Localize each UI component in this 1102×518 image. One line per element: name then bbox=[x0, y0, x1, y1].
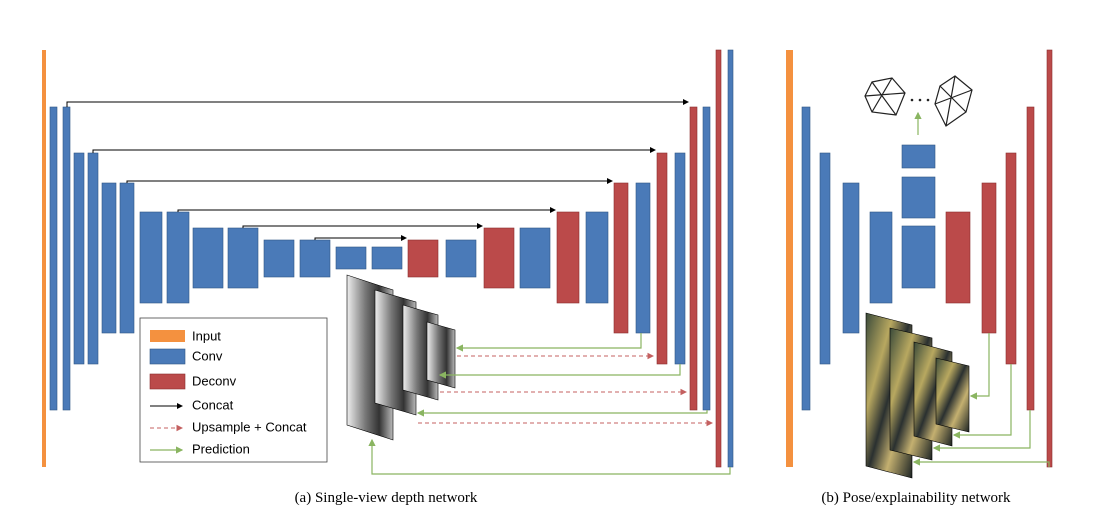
pose-network bbox=[786, 49, 1053, 479]
encoder bbox=[49, 106, 403, 411]
shape bbox=[66, 99, 689, 107]
legend-label: Upsample + Concat bbox=[192, 419, 307, 434]
layer-block bbox=[585, 211, 609, 304]
legend: Input Conv Deconv Concat Upsample + Conc… bbox=[139, 317, 328, 463]
layer-block bbox=[371, 246, 403, 270]
layer-block bbox=[981, 182, 997, 334]
layer-block bbox=[945, 211, 971, 304]
shape bbox=[314, 235, 407, 241]
shape bbox=[242, 223, 483, 229]
layer-block bbox=[901, 176, 936, 219]
layer-block bbox=[166, 211, 190, 304]
layer-block bbox=[227, 227, 259, 289]
shape bbox=[969, 333, 990, 400]
layer-block bbox=[901, 225, 936, 289]
layer-block bbox=[613, 182, 629, 334]
layer-block bbox=[556, 211, 580, 304]
layer-block bbox=[62, 106, 71, 411]
input-bar bbox=[42, 50, 46, 467]
layer-block bbox=[407, 239, 439, 278]
layer-block bbox=[702, 106, 711, 411]
shape bbox=[92, 147, 656, 153]
layer-block bbox=[1005, 152, 1017, 365]
shape bbox=[426, 321, 456, 389]
legend-label: Conv bbox=[192, 348, 223, 363]
depth-maps bbox=[346, 274, 456, 441]
layer-block bbox=[519, 227, 551, 289]
layer-block bbox=[73, 152, 85, 365]
shape bbox=[918, 98, 922, 102]
layer-block bbox=[635, 182, 651, 334]
input-bar bbox=[786, 50, 793, 467]
shape bbox=[952, 364, 1012, 439]
layer-block bbox=[1046, 49, 1053, 468]
depth-network: Input Conv Deconv Concat Upsample + Conc… bbox=[42, 49, 734, 475]
shape bbox=[935, 357, 970, 433]
layer-block bbox=[674, 152, 686, 365]
legend-label: Deconv bbox=[192, 373, 237, 388]
shape bbox=[126, 178, 613, 184]
layer-block bbox=[842, 182, 860, 334]
layer-block bbox=[87, 152, 99, 365]
layer-block bbox=[149, 373, 186, 390]
concat-arrows bbox=[66, 99, 689, 241]
layer-block bbox=[192, 227, 224, 289]
caption: (b) Pose/explainability network bbox=[821, 490, 1011, 506]
layer-block bbox=[715, 49, 722, 468]
explainability-maps bbox=[865, 312, 970, 479]
decoder bbox=[407, 49, 734, 468]
prediction-arrows bbox=[912, 333, 1050, 467]
legend-label: Input bbox=[192, 328, 221, 343]
layer-block bbox=[869, 211, 893, 304]
layer-block bbox=[1026, 106, 1035, 411]
shape bbox=[926, 98, 930, 102]
layer-block bbox=[119, 182, 135, 334]
shape bbox=[912, 458, 1050, 467]
shape bbox=[932, 410, 1031, 452]
shape bbox=[455, 333, 642, 352]
layer-block bbox=[483, 227, 515, 289]
layer-block bbox=[445, 239, 477, 278]
shape bbox=[177, 207, 556, 213]
prediction-arrows bbox=[368, 333, 731, 475]
layer-block bbox=[263, 239, 295, 278]
shape bbox=[416, 409, 708, 417]
layer-block bbox=[150, 330, 185, 342]
layer-block bbox=[819, 152, 831, 365]
camera-poses bbox=[864, 75, 973, 127]
shape bbox=[368, 438, 731, 475]
layer-block bbox=[101, 182, 117, 334]
layer-block bbox=[139, 211, 163, 304]
layer-block bbox=[901, 144, 936, 169]
shape bbox=[864, 77, 906, 116]
shape bbox=[438, 364, 681, 379]
layer-block bbox=[727, 49, 734, 468]
caption: (a) Single-view depth network bbox=[295, 490, 478, 506]
shape bbox=[910, 98, 914, 102]
legend-label: Concat bbox=[192, 397, 234, 412]
layer-block bbox=[49, 106, 58, 411]
layer-block bbox=[149, 348, 186, 365]
layer-block bbox=[299, 239, 331, 278]
layer-block bbox=[801, 106, 811, 411]
layer-block bbox=[656, 152, 668, 365]
legend-label: Prediction bbox=[192, 441, 250, 456]
layer-block bbox=[689, 106, 698, 411]
layer-block bbox=[335, 246, 367, 270]
shape bbox=[934, 75, 973, 127]
